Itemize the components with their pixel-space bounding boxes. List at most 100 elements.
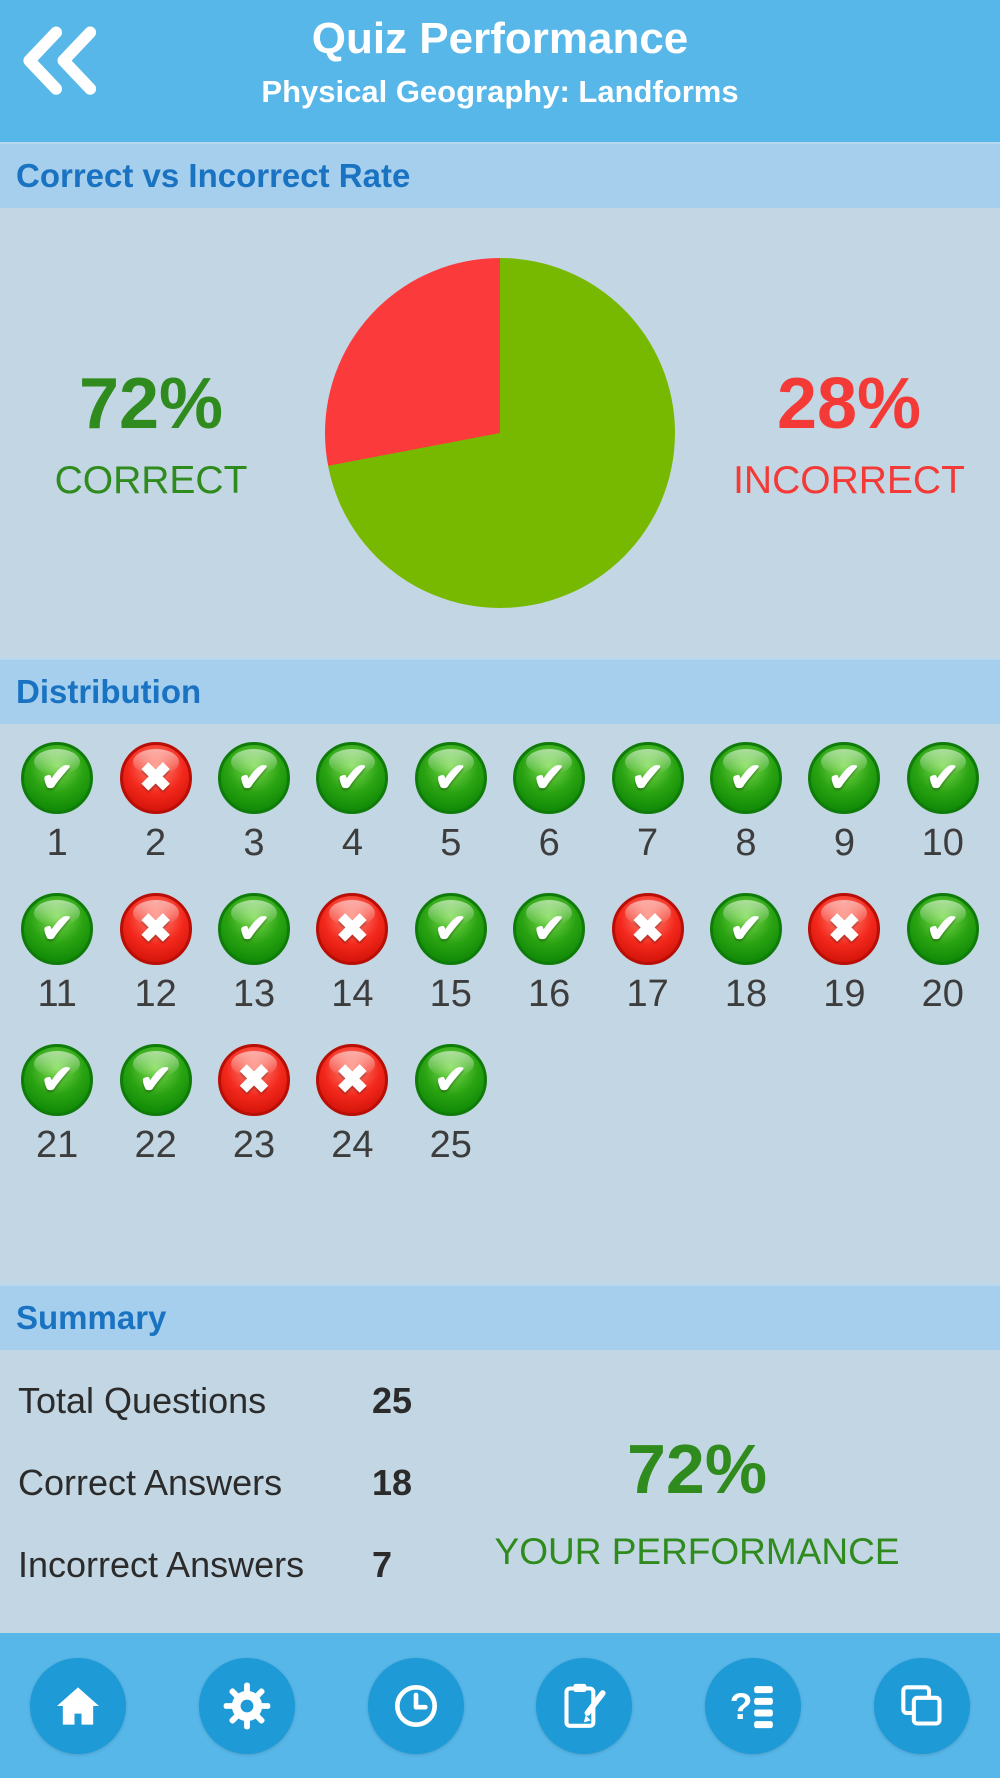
correct-percent: 72% [78, 364, 224, 444]
correct-check-icon: ✔ [906, 893, 979, 965]
incorrect-cross-icon: ✖ [316, 893, 389, 965]
question-number: 24 [331, 1124, 374, 1166]
correct-check-icon: ✔ [709, 742, 782, 814]
question-number: 17 [626, 973, 669, 1015]
double-chevron-left-icon [23, 26, 97, 95]
correct-check-icon: ✔ [217, 742, 290, 814]
correct-check-icon: ✔ [808, 742, 881, 814]
question-result: ✔ 7 [611, 742, 684, 865]
question-result: ✖ 12 [119, 893, 192, 1016]
incorrect-cross-icon: ✖ [119, 742, 192, 814]
question-result: ✔ 3 [217, 742, 290, 865]
pie-chart [325, 258, 675, 608]
question-result: ✔ 11 [21, 893, 94, 1016]
copy-pages-icon [901, 1684, 942, 1726]
quiz-edit-clipboard-icon [564, 1683, 606, 1728]
nav-home-button[interactable] [30, 1657, 126, 1754]
question-number: 11 [37, 973, 77, 1015]
settings-gear-icon [223, 1682, 271, 1729]
question-result: ✔ 4 [316, 742, 389, 865]
pie-section: 72% CORRECT 28% INCORRECT [0, 208, 1000, 658]
nav-quiz-edit-button[interactable] [536, 1657, 633, 1754]
question-number: 20 [921, 973, 964, 1015]
question-result: ✔ 16 [513, 893, 586, 1016]
question-number: 16 [528, 973, 571, 1015]
incorrect-cross-icon: ✖ [611, 893, 684, 965]
question-result: ✖ 14 [316, 893, 389, 1016]
question-result: ✔ 1 [21, 742, 94, 865]
distribution-section-title: Distribution [16, 673, 202, 710]
question-options-icon: ? [730, 1684, 774, 1728]
bottom-nav: ? [0, 1633, 1000, 1778]
correct-check-icon: ✔ [414, 893, 487, 965]
performance-percent: 72% [626, 1429, 768, 1508]
section-header-rate: Correct vs Incorrect Rate [0, 142, 1000, 208]
nav-settings-button[interactable] [198, 1657, 295, 1754]
correct-check-icon: ✔ [611, 742, 684, 814]
performance-caption: YOUR PERFORMANCE [494, 1530, 900, 1572]
question-result: ✔ 15 [414, 893, 487, 1016]
question-number: 1 [46, 822, 68, 864]
question-number: 2 [145, 822, 167, 864]
section-header-distribution: Distribution [0, 658, 1000, 724]
correct-check-icon: ✔ [21, 742, 94, 814]
total-questions-label: Total Questions [18, 1380, 267, 1421]
correct-check-icon: ✔ [414, 742, 487, 814]
question-result: ✔ 25 [414, 1044, 487, 1167]
header: Quiz Performance Physical Geography: Lan… [0, 0, 1000, 142]
question-number: 23 [232, 1124, 276, 1166]
distribution-section: ✔ 1 ✖ 2 ✔ 3 ✔ 4 ✔ 5 ✔ 6 ✔ 7 ✔ 8 ✔ 9 ✔ 10 ✔ 11 ✖ 12 ✔ 13 ✖ 14 ✔ 15 ✔ 16 ✖… [0, 724, 1000, 1284]
question-number: 18 [724, 973, 768, 1015]
correct-check-icon: ✔ [513, 742, 586, 814]
incorrect-cross-icon: ✖ [217, 1044, 290, 1116]
question-number: 12 [134, 973, 177, 1015]
question-result: ✔ 9 [808, 742, 881, 865]
performance-block: 72% YOUR PERFORMANCE [412, 1374, 982, 1627]
correct-check-icon: ✔ [513, 893, 586, 965]
question-number: 22 [134, 1124, 177, 1166]
summary-section: Total Questions 25 Correct Answers 18 In… [0, 1350, 1000, 1633]
question-result: ✔ 10 [906, 742, 979, 865]
incorrect-caption: INCORRECT [733, 459, 965, 502]
correct-answers-value: 18 [372, 1462, 413, 1503]
question-result: ✖ 2 [119, 742, 192, 865]
question-result: ✖ 17 [611, 893, 684, 1016]
incorrect-answers-label: Incorrect Answers [18, 1544, 305, 1585]
incorrect-answers-value: 7 [372, 1544, 393, 1585]
correct-check-icon: ✔ [316, 742, 389, 814]
question-result: ✔ 21 [21, 1044, 94, 1167]
question-number: 4 [341, 822, 363, 864]
question-result: ✔ 5 [414, 742, 487, 865]
incorrect-percent: 28% [776, 364, 922, 444]
correct-check-icon: ✔ [217, 893, 290, 965]
correct-answers-label: Correct Answers [18, 1462, 283, 1503]
question-number: 14 [331, 973, 374, 1015]
question-result: ✔ 6 [513, 742, 586, 865]
rate-section-title: Correct vs Incorrect Rate [16, 157, 411, 194]
svg-text:?: ? [730, 1684, 753, 1726]
question-number: 6 [538, 822, 560, 864]
summary-section-title: Summary [16, 1299, 167, 1336]
question-number: 7 [637, 822, 659, 864]
page-subtitle: Physical Geography: Landforms [261, 74, 739, 109]
section-header-summary: Summary [0, 1284, 1000, 1350]
question-number: 9 [833, 822, 855, 864]
back-button[interactable] [16, 20, 108, 104]
question-result: ✔ 20 [906, 893, 979, 1016]
question-result: ✔ 22 [119, 1044, 192, 1167]
question-number: 8 [735, 822, 757, 864]
incorrect-cross-icon: ✖ [119, 893, 192, 965]
question-result: ✔ 8 [709, 742, 782, 865]
correct-rate-label: 72% CORRECT [26, 363, 276, 503]
question-result: ✖ 24 [316, 1044, 389, 1167]
nav-copy-button[interactable] [873, 1657, 970, 1754]
question-number: 3 [243, 822, 265, 864]
nav-history-button[interactable] [367, 1657, 464, 1754]
question-number: 15 [429, 973, 472, 1015]
question-number: 25 [429, 1124, 472, 1166]
nav-questions-button[interactable]: ? [705, 1657, 802, 1754]
incorrect-cross-icon: ✖ [808, 893, 881, 965]
question-number: 13 [232, 973, 276, 1015]
question-result: ✔ 18 [709, 893, 782, 1016]
